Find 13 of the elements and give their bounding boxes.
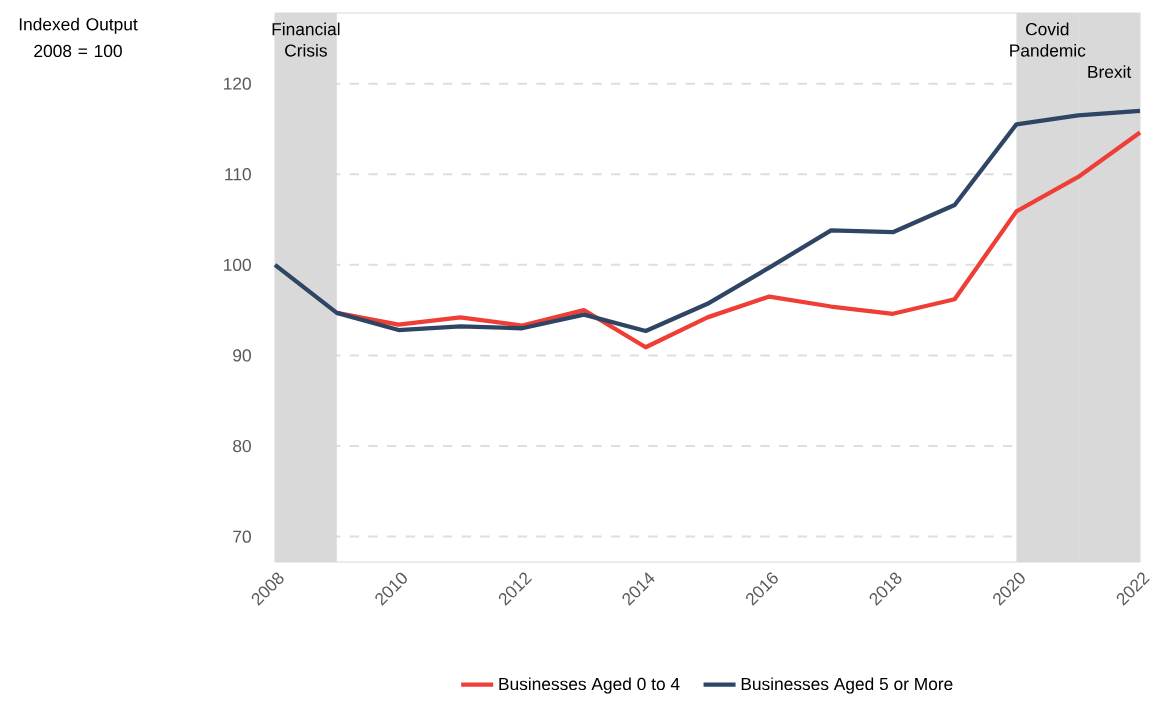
y-axis-title: Indexed Output 2008 = 100 xyxy=(19,17,138,58)
band-label: Financial Crisis xyxy=(272,22,340,57)
legend-label: Businesses Aged 0 to 4 xyxy=(499,677,680,694)
band-label: Brexit xyxy=(1088,65,1132,78)
y-tick-label: 100 xyxy=(224,258,251,271)
y-tick-label: 70 xyxy=(233,530,251,543)
y-tick-label: 110 xyxy=(225,168,251,181)
y-tick-label: 90 xyxy=(233,349,251,362)
y-tick-label: 80 xyxy=(233,439,251,453)
legend-label: Businesses Aged 5 or More xyxy=(741,677,953,694)
band-label: Covid Pandemic xyxy=(1010,22,1086,57)
y-tick-label: 120 xyxy=(224,77,251,90)
line-series xyxy=(272,108,1143,334)
